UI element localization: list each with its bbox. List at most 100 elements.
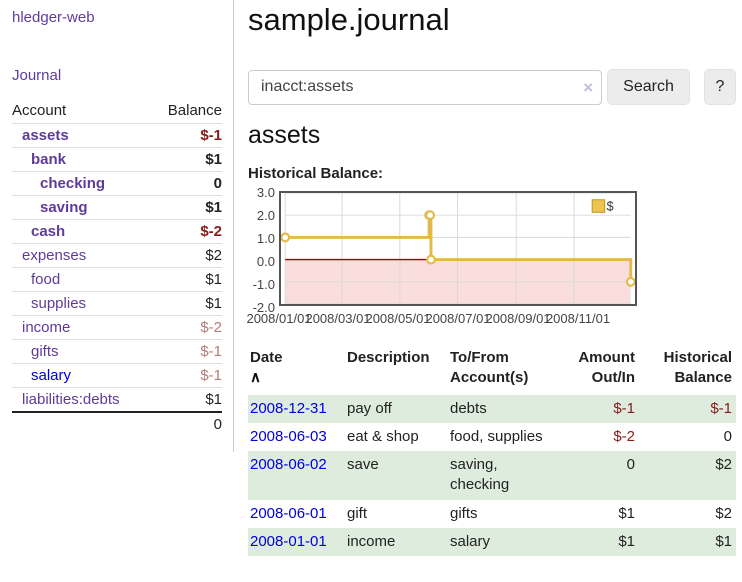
accounts-header-account: Account [12, 99, 152, 124]
transaction-date-link[interactable]: 2008-06-01 [250, 504, 327, 522]
register-row: 2008-12-31 pay off debts $-1 $-1 [248, 394, 736, 423]
x-axis-tick-label: 2008/03/01 [305, 311, 371, 326]
account-link-salary[interactable]: salary [31, 367, 72, 384]
account-balance: $1 [151, 387, 222, 413]
transaction-balance: $2 [715, 504, 732, 522]
transaction-description: income [347, 532, 396, 550]
register-row: 2008-06-01 gift gifts $1 $2 [248, 500, 736, 528]
register-row: 2008-01-01 income salary $1 $1 [248, 527, 736, 556]
transaction-amount: $-2 [613, 427, 635, 445]
transaction-accounts: saving, checking [450, 456, 510, 494]
transaction-amount: $1 [618, 532, 635, 550]
account-balance: $1 [151, 195, 222, 220]
sidebar-item-journal[interactable]: Journal [12, 67, 62, 84]
help-button[interactable]: ? [703, 69, 736, 105]
account-balance: $-2 [151, 315, 222, 340]
account-link-assets[interactable]: assets [22, 127, 69, 144]
account-row: expenses $2 [12, 243, 222, 268]
y-axis-tick-label: 0.0 [256, 254, 275, 269]
account-balance: $1 [151, 291, 222, 316]
main-panel: sample.journal × Search ? assets Histori… [246, 0, 736, 556]
transaction-accounts: food, supplies [450, 427, 543, 445]
accounts-table: Account Balance assets $-1 bank $1 checking 0… [12, 99, 222, 436]
data-point-marker [425, 210, 436, 221]
account-link-gifts[interactable]: gifts [31, 343, 59, 360]
sidebar-divider [233, 0, 234, 452]
register-row: 2008-06-03 eat & shop food, supplies $-2 0 [248, 423, 736, 451]
accounts-total-row: 0 [12, 411, 222, 436]
accounts-total-value: 0 [151, 411, 222, 436]
account-balance: $1 [151, 147, 222, 172]
account-link-supplies[interactable]: supplies [31, 295, 87, 312]
account-row: gifts $-1 [12, 339, 222, 364]
account-balance: $-1 [151, 123, 222, 148]
chart-title: Historical Balance: [248, 165, 384, 182]
chart-plot: $ [279, 191, 637, 306]
search-input[interactable] [248, 69, 603, 105]
account-row: cash $-2 [12, 219, 222, 244]
account-link-liabilities-debts[interactable]: liabilities:debts [22, 391, 120, 408]
account-link-income[interactable]: income [22, 319, 71, 336]
transaction-date-link[interactable]: 2008-06-03 [250, 427, 327, 445]
x-axis-tick-label: 2008/09/01 [485, 311, 551, 326]
register-row: 2008-06-02 save saving, checking 0 $2 [248, 451, 736, 500]
register-header-date[interactable]: Date ∧ [248, 345, 345, 395]
account-row: income $-2 [12, 315, 222, 340]
account-row: saving $1 [12, 195, 222, 220]
transaction-balance: $-1 [710, 399, 732, 417]
sidebar: hledger-web Journal Account Balance asse… [0, 0, 233, 436]
transaction-date-link[interactable]: 2008-06-02 [250, 456, 327, 473]
transaction-accounts: gifts [450, 504, 478, 522]
x-axis-tick-label: 2008/11/01 [545, 311, 611, 326]
accounts-header-balance: Balance [151, 99, 222, 124]
account-balance: $-1 [151, 339, 222, 364]
transaction-date-link[interactable]: 2008-12-31 [250, 399, 327, 417]
transaction-amount: $1 [618, 504, 635, 522]
account-heading: assets [248, 121, 321, 149]
transaction-amount: $-1 [613, 399, 635, 417]
account-link-bank[interactable]: bank [31, 151, 67, 168]
register-header-balance: Historical Balance [663, 349, 732, 387]
page-title: sample.journal [248, 2, 450, 37]
search-button[interactable]: Search [607, 69, 690, 105]
y-axis-tick-label: -2.0 [252, 300, 275, 315]
account-link-food[interactable]: food [31, 271, 61, 288]
account-row: checking 0 [12, 171, 222, 196]
transaction-amount: 0 [626, 456, 635, 473]
account-link-checking[interactable]: checking [40, 175, 106, 192]
transaction-balance: 0 [723, 427, 732, 445]
transaction-description: gift [347, 504, 368, 522]
register-header-accounts: To/From Account(s) [450, 349, 529, 387]
register-table: Date ∧ Description To/From Account(s) Amo… [248, 345, 736, 556]
account-balance: $-2 [151, 219, 222, 244]
x-axis-tick-label: 2008/05/01 [365, 311, 431, 326]
transaction-description: pay off [347, 399, 392, 417]
account-balance: $2 [151, 243, 222, 268]
search-bar: × Search ? [248, 69, 736, 105]
account-balance: $1 [151, 267, 222, 292]
register-body: 2008-12-31 pay off debts $-1 $-1 2008-06-03 ea… [248, 394, 736, 556]
x-axis-tick-label: 2008/01/01 [246, 311, 312, 326]
app-title-link[interactable]: hledger-web [12, 9, 95, 26]
account-balance: 0 [151, 171, 222, 196]
y-axis-tick-label: 2.0 [256, 208, 275, 223]
account-link-saving[interactable]: saving [40, 199, 88, 216]
clear-search-icon[interactable]: × [583, 77, 594, 97]
transaction-balance: $1 [715, 532, 732, 550]
account-link-cash[interactable]: cash [31, 223, 66, 240]
transaction-date-link[interactable]: 2008-01-01 [250, 532, 327, 550]
transaction-accounts: salary [450, 532, 491, 550]
y-axis-tick-label: 1.0 [256, 231, 275, 246]
accounts-body: assets $-1 bank $1 checking 0 saving $1 cash $-2 e… [12, 123, 222, 436]
account-balance: $-1 [151, 363, 222, 388]
account-row: bank $1 [12, 147, 222, 172]
sort-asc-icon: ∧ [250, 369, 261, 387]
legend-label: $ [607, 199, 614, 213]
data-point-marker [281, 232, 291, 243]
account-row: food $1 [12, 267, 222, 292]
account-row: supplies $1 [12, 291, 222, 316]
transaction-description: save [347, 456, 379, 473]
account-link-expenses[interactable]: expenses [22, 247, 87, 264]
account-row: liabilities:debts $1 [12, 387, 222, 413]
date-header-label: Date [250, 349, 283, 366]
